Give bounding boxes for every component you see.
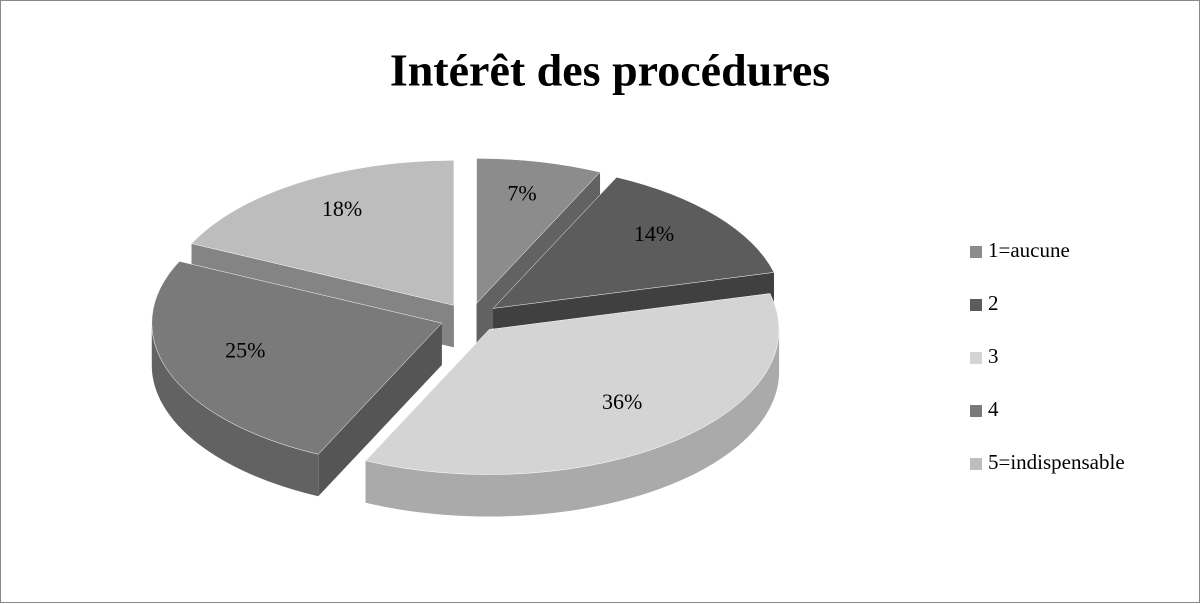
legend-label: 1=aucune xyxy=(988,238,1070,262)
slice-top xyxy=(365,293,780,475)
slice-top xyxy=(492,176,775,309)
slice-top xyxy=(191,160,455,306)
data-label: 7% xyxy=(507,181,536,206)
legend-swatch xyxy=(970,458,982,470)
legend-label: 5=indispensable xyxy=(988,450,1125,474)
legend-swatch xyxy=(970,405,982,417)
slice-side xyxy=(365,329,780,517)
slice-top xyxy=(476,158,601,304)
legend-swatch xyxy=(970,299,982,311)
chart-title: Intérêt des procédures xyxy=(390,45,830,96)
legend-label: 3 xyxy=(988,344,999,368)
slice-radial-side xyxy=(318,323,442,497)
slice-top xyxy=(151,261,443,455)
legend-swatch xyxy=(970,246,982,258)
legend-label: 2 xyxy=(988,291,999,315)
legend-swatch xyxy=(970,352,982,364)
data-label: 36% xyxy=(602,389,642,414)
slice-side xyxy=(151,323,319,497)
data-label: 18% xyxy=(322,196,362,221)
data-label: 14% xyxy=(634,221,674,246)
legend-label: 4 xyxy=(988,397,999,421)
slice xyxy=(365,293,780,517)
slice xyxy=(151,261,443,497)
data-label: 25% xyxy=(225,337,265,362)
